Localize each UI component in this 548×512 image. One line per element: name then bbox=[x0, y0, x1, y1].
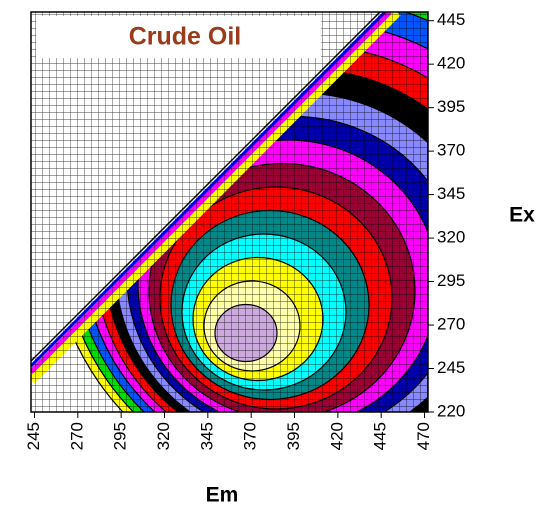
x-tick-label: 395 bbox=[284, 422, 303, 450]
y-tick-label: 445 bbox=[437, 10, 465, 29]
x-axis-label: Em bbox=[206, 484, 239, 507]
y-tick-label: 395 bbox=[437, 97, 465, 116]
y-tick-label: 245 bbox=[437, 358, 465, 377]
y-tick-label: 270 bbox=[437, 315, 465, 334]
x-tick-label: 295 bbox=[111, 422, 130, 450]
y-tick-label: 345 bbox=[437, 184, 465, 203]
x-tick-label: 320 bbox=[154, 422, 173, 450]
x-tick-label: 245 bbox=[24, 422, 43, 450]
y-axis-label: Ex bbox=[509, 204, 535, 227]
x-tick-label: 420 bbox=[327, 422, 346, 450]
x-tick-label: 370 bbox=[241, 422, 260, 450]
plot-frame bbox=[30, 11, 429, 413]
y-tick-label: 370 bbox=[437, 141, 465, 160]
mesh bbox=[31, 12, 428, 412]
x-tick-label: 470 bbox=[414, 422, 433, 450]
x-tick-label: 445 bbox=[371, 422, 390, 450]
y-tick-label: 420 bbox=[437, 54, 465, 73]
y-tick-label: 220 bbox=[437, 401, 465, 420]
chart-title: Crude Oil bbox=[129, 23, 242, 51]
x-tick-label: 270 bbox=[67, 422, 86, 450]
title-box bbox=[36, 16, 321, 58]
y-tick-label: 295 bbox=[437, 271, 465, 290]
y-tick-label: 320 bbox=[437, 228, 465, 247]
x-tick-label: 345 bbox=[197, 422, 216, 450]
